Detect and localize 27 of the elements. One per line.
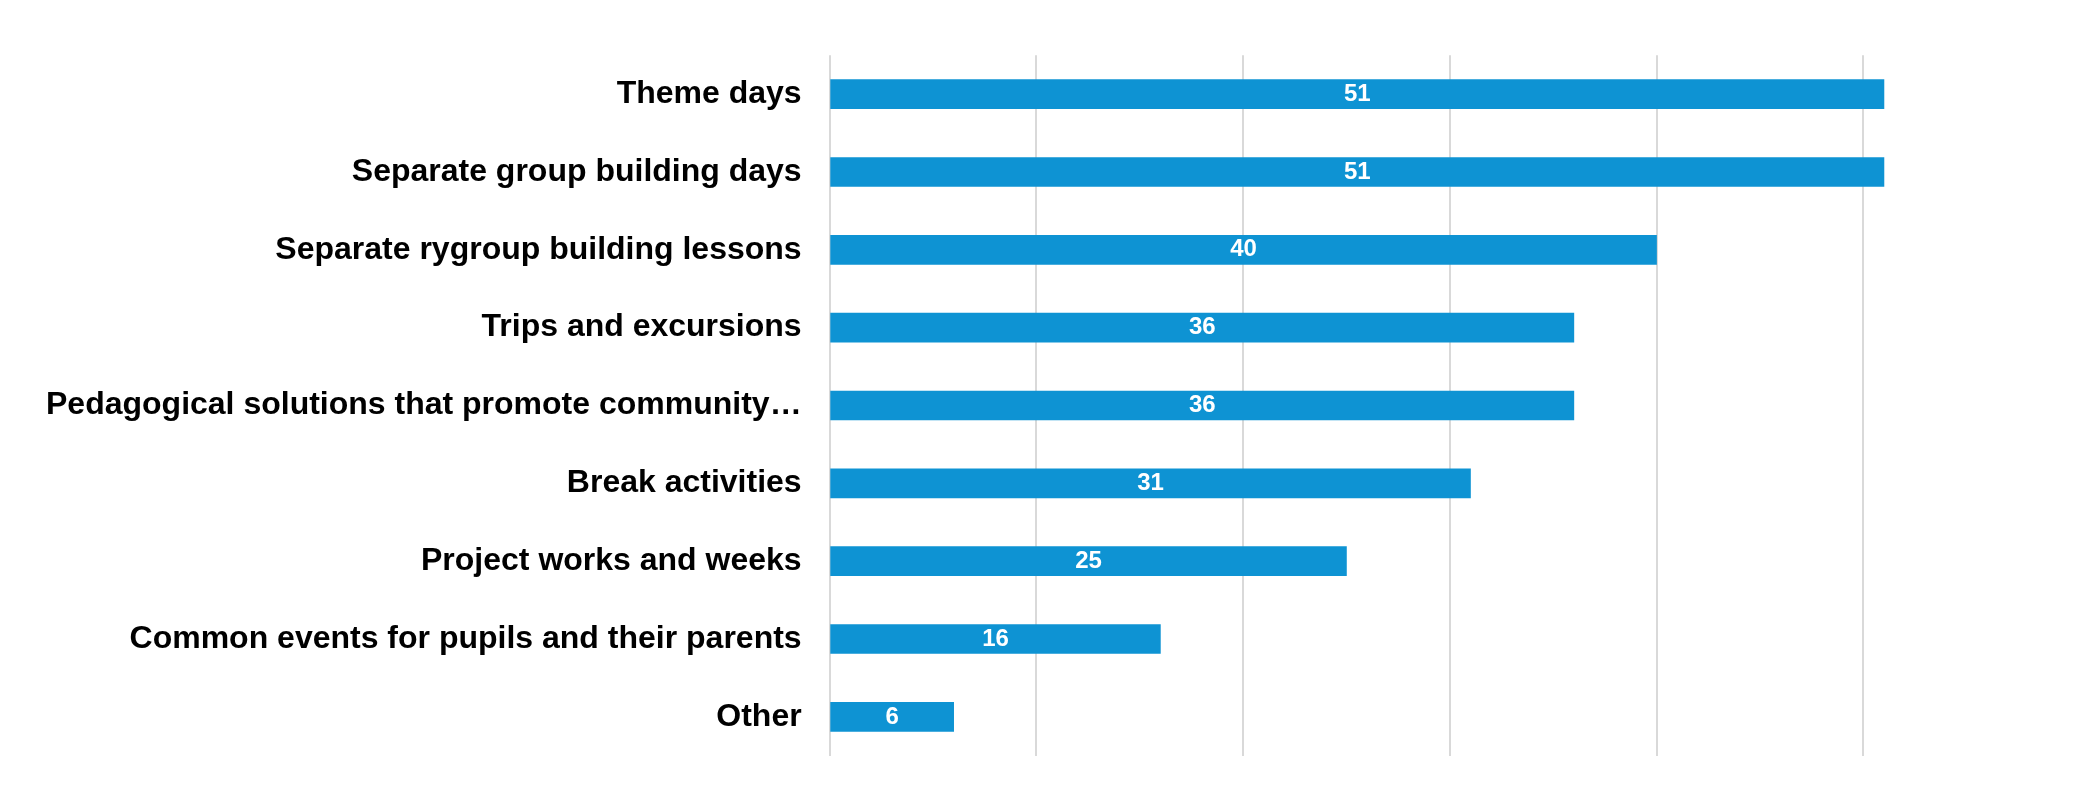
bar <box>830 702 954 732</box>
data-label: 16 <box>982 623 1009 651</box>
data-label: 6 <box>885 701 899 729</box>
bar <box>830 234 1657 265</box>
bar <box>830 79 1885 109</box>
y-tick-label: Common events for pupils and their parents <box>129 618 802 655</box>
bar <box>830 624 1161 654</box>
y-tick-label: Other <box>716 696 802 733</box>
data-label: 40 <box>1230 234 1257 262</box>
y-tick-label: Pedagogical solutions that promote community… <box>46 385 802 422</box>
bar <box>830 390 1575 421</box>
data-label: 36 <box>1188 390 1216 418</box>
data-label: 25 <box>1075 545 1102 573</box>
bar <box>830 468 1471 499</box>
y-tick-label: Break activities <box>566 463 802 500</box>
y-tick-label: Project works and weeks <box>421 541 802 578</box>
data-label: 51 <box>1343 156 1371 184</box>
y-tick-label: Trips and excursions <box>481 307 802 344</box>
bar <box>830 546 1347 577</box>
y-tick-label: Separate group building days <box>351 151 802 188</box>
data-label: 31 <box>1137 467 1164 495</box>
y-tick-label: Theme days <box>616 73 802 110</box>
bar <box>830 157 1885 187</box>
y-tick-label: Separate rygroup building lessons <box>275 229 802 266</box>
data-label: 36 <box>1188 312 1216 340</box>
bar <box>830 312 1575 343</box>
data-label: 51 <box>1343 78 1371 106</box>
